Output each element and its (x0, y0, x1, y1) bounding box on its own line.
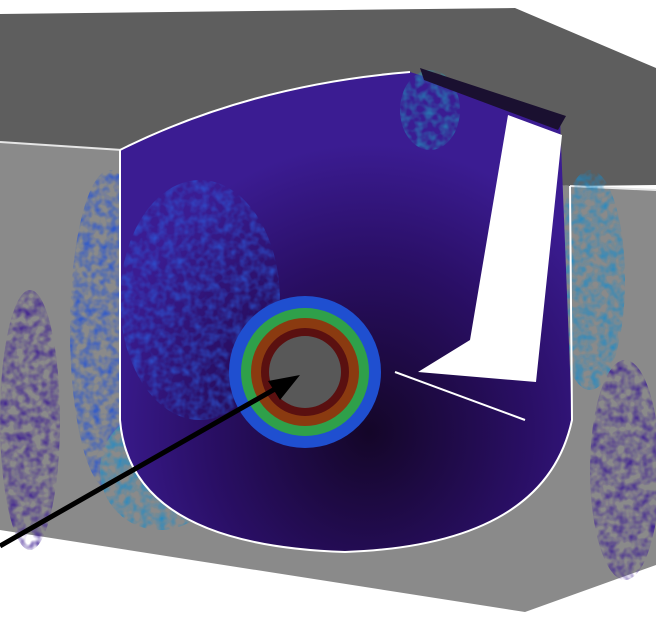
arrow-head (268, 375, 300, 400)
slab-top (420, 68, 566, 130)
halo-right (555, 170, 625, 390)
outline (119, 150, 574, 554)
slab (418, 115, 562, 382)
rim-line (119, 71, 411, 151)
inner-edge (394, 371, 526, 421)
edge-line (0, 141, 123, 151)
arrow-shaft (0, 382, 284, 549)
speckle-cyan (400, 70, 460, 150)
halo-far-left (0, 290, 60, 550)
halo-far-right (590, 360, 656, 580)
